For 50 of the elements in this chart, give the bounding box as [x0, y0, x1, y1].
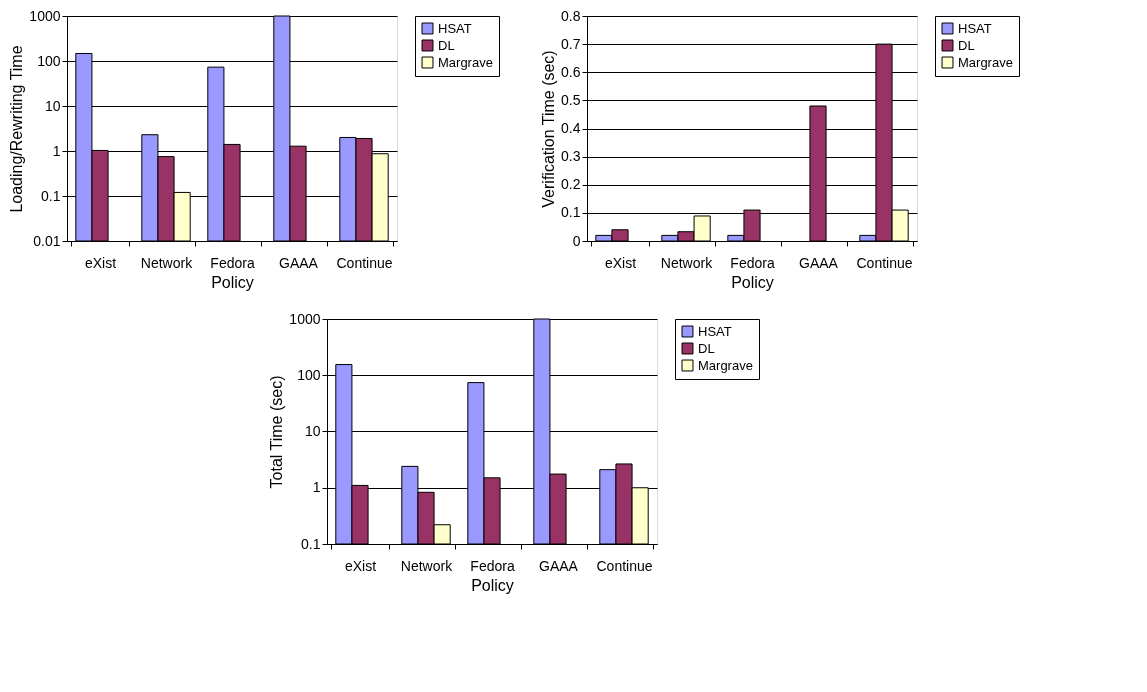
- x-tick-label: eXist: [344, 557, 377, 574]
- legend-label: DL: [698, 340, 715, 356]
- x-tick-label: Network: [140, 254, 194, 271]
- y-tick-label: 0.6: [561, 63, 581, 80]
- x-axis-title: Policy: [211, 273, 254, 291]
- y-tick-label: 0.8: [561, 7, 581, 24]
- legend-label: DL: [958, 37, 975, 53]
- legend-label: HSAT: [958, 20, 992, 36]
- y-tick-label: 0.4: [561, 120, 581, 136]
- legend-label: HSAT: [698, 323, 732, 339]
- y-axis-title: Total Time (sec): [268, 375, 286, 489]
- legend-label: Margrave: [438, 54, 493, 70]
- x-axis-title: Policy: [471, 576, 514, 594]
- y-tick-label: 0.3: [561, 148, 581, 165]
- y-tick-label: 100: [37, 52, 61, 69]
- y-tick-label: 1000: [289, 310, 321, 327]
- y-tick-label: 1000: [29, 7, 61, 24]
- y-axis-title: Loading/Rewriting Time: [8, 45, 26, 213]
- y-tick-label: 0.1: [301, 535, 321, 552]
- x-tick-label: Network: [660, 254, 714, 271]
- x-tick-label: Network: [400, 557, 454, 574]
- y-tick-label: 100: [297, 366, 321, 383]
- y-tick-label: 0.1: [41, 187, 61, 204]
- x-tick-label: Fedora: [470, 557, 515, 574]
- x-tick-label: Continue: [336, 254, 393, 271]
- y-tick-label: 0.01: [33, 232, 61, 249]
- legend-label: Margrave: [698, 357, 753, 373]
- legend-label: HSAT: [438, 20, 472, 36]
- x-tick-label: GAAA: [799, 254, 839, 271]
- x-tick-label: Fedora: [730, 254, 775, 271]
- y-tick-label: 1: [312, 479, 321, 496]
- x-tick-label: Fedora: [210, 254, 255, 271]
- x-tick-label: GAAA: [279, 254, 319, 271]
- y-tick-label: 0.5: [561, 91, 581, 108]
- x-tick-label: Continue: [856, 254, 913, 271]
- y-tick-label: 0.7: [561, 35, 581, 52]
- x-tick-label: eXist: [604, 254, 637, 271]
- x-tick-label: Continue: [596, 557, 653, 574]
- y-axis-title: Verification Time (sec): [540, 50, 558, 208]
- x-tick-label: GAAA: [539, 557, 579, 574]
- y-tick-label: 1: [52, 142, 61, 159]
- x-tick-label: eXist: [84, 254, 117, 271]
- y-tick-label: 0.1: [561, 204, 581, 221]
- y-tick-label: 10: [44, 97, 61, 114]
- y-tick-label: 0.2: [561, 176, 581, 193]
- legend-label: Margrave: [958, 54, 1013, 70]
- y-tick-label: 0: [572, 232, 581, 249]
- y-tick-label: 10: [304, 423, 321, 439]
- legend-label: DL: [438, 37, 455, 53]
- x-axis-title: Policy: [731, 273, 774, 291]
